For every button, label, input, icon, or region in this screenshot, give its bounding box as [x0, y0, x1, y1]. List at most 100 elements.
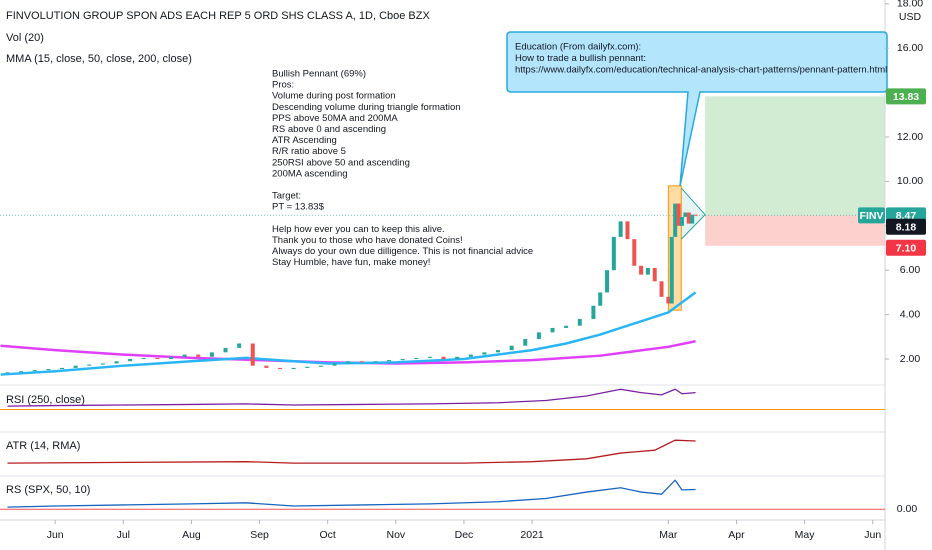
- candle: [509, 345, 514, 351]
- pennant-triangle: [680, 187, 706, 240]
- annotation-text: Volume during post formation: [272, 91, 396, 102]
- candle: [523, 339, 528, 346]
- candle: [669, 236, 674, 304]
- x-tick-label: May: [795, 529, 816, 541]
- y-tick-label: 2.00: [900, 353, 921, 365]
- callout-box: [506, 31, 888, 187]
- candle: [114, 361, 119, 364]
- callout-text: Education (From dailyfx.com):: [515, 42, 641, 53]
- candle: [632, 239, 637, 266]
- annotation-text: PT = 13.83$: [272, 202, 325, 213]
- candle: [373, 361, 378, 363]
- y-tick-label: 16.00: [897, 42, 923, 54]
- candle: [59, 367, 64, 370]
- annotation-text: 250RSI above 50 and ascending: [272, 157, 410, 168]
- ticker-tag-box: [858, 207, 885, 224]
- stop-zone: [705, 215, 885, 246]
- callout-text: https://www.dailyfx.com/education/techni…: [515, 65, 887, 76]
- candle: [625, 221, 630, 240]
- plot: [0, 96, 885, 477]
- annotation-text: PPS above 50MA and 200MA: [272, 113, 398, 124]
- y-tick-label: 4.00: [900, 308, 921, 320]
- target-tag-box: [886, 88, 926, 105]
- indicator-line: [7, 439, 696, 464]
- candle: [237, 343, 242, 348]
- x-tick-label: Jul: [117, 529, 130, 541]
- candle: [577, 319, 582, 326]
- candle: [400, 359, 405, 361]
- callout-text: How to trade a bullish pennant:: [515, 53, 646, 64]
- candle: [550, 327, 555, 333]
- x-tick-label: Aug: [182, 529, 201, 541]
- candle: [482, 352, 487, 355]
- x-tick-label: 2021: [520, 529, 544, 541]
- candle: [264, 365, 269, 368]
- annotation-text: Pros:: [272, 80, 294, 91]
- candle: [5, 372, 10, 374]
- candle: [209, 352, 214, 357]
- ma-tag: 8.18: [896, 222, 917, 234]
- x-tick-label: Jun: [47, 529, 64, 541]
- annotation-text: Bullish Pennant (69%): [272, 69, 366, 80]
- candle: [359, 361, 364, 363]
- candle: [693, 214, 698, 216]
- x-tick-label: Oct: [320, 529, 336, 541]
- candle: [679, 216, 684, 226]
- moving-average: [0, 291, 697, 376]
- indicator-line: [7, 479, 696, 508]
- panel-label: RSI (250, close): [6, 394, 85, 406]
- legend-item: Vol (20): [6, 32, 44, 44]
- candle: [169, 356, 174, 360]
- candle: [673, 203, 678, 237]
- y-tick-label: 18.00: [897, 0, 923, 10]
- candle: [332, 363, 337, 366]
- annotation-text: Always do your own due dilligence. This …: [272, 246, 533, 257]
- candle: [155, 357, 160, 360]
- annotation-text: Descending volume during triangle format…: [272, 102, 461, 113]
- candle: [618, 221, 623, 237]
- legend-item: MMA (15, close, 50, close, 200, close): [6, 53, 192, 65]
- stop-tag-box: [886, 239, 926, 256]
- candle: [223, 347, 228, 353]
- candle: [141, 357, 146, 360]
- y-tick-label: 12.00: [897, 131, 923, 143]
- candle: [414, 357, 419, 360]
- candle: [455, 356, 460, 360]
- candle: [250, 343, 255, 366]
- candle: [690, 214, 695, 224]
- annotation-text: Thank you to those who have donated Coin…: [272, 235, 463, 246]
- x-tick-label: Apr: [728, 529, 745, 541]
- currency: USD: [899, 11, 922, 23]
- candle: [666, 296, 671, 304]
- candle: [100, 363, 105, 365]
- candle: [536, 332, 541, 340]
- candle: [318, 365, 323, 367]
- candle: [564, 325, 569, 328]
- candle: [32, 370, 37, 372]
- candle: [19, 371, 24, 373]
- annotation-text: R/R ratio above 5: [272, 146, 346, 157]
- candle: [441, 356, 446, 360]
- y-tick-label: 6.00: [900, 264, 921, 276]
- candle: [87, 364, 92, 366]
- x-tick-label: Dec: [455, 529, 474, 541]
- x-tick-label: Jun: [864, 529, 881, 541]
- candle: [496, 350, 501, 353]
- candle: [427, 356, 432, 358]
- candle: [598, 292, 603, 306]
- annotation-text: RS above 0 and ascending: [272, 124, 386, 135]
- candle: [605, 270, 610, 293]
- candle: [346, 361, 351, 364]
- candle: [46, 369, 51, 371]
- x-tick-label: Nov: [386, 529, 405, 541]
- annotation-text: Stay Humble, have fun, make money!: [272, 257, 430, 268]
- chart-title: FINVOLUTION GROUP SPON ADS EACH REP 5 OR…: [6, 10, 430, 22]
- annotation-text: Target:: [272, 191, 301, 202]
- y-tick-label: 0.00: [897, 503, 918, 515]
- annotation-text: ATR Ascending: [272, 135, 337, 146]
- candle: [128, 359, 133, 362]
- candle: [591, 305, 596, 320]
- candle: [676, 203, 681, 226]
- candle: [639, 265, 644, 275]
- target-zone: [705, 96, 885, 216]
